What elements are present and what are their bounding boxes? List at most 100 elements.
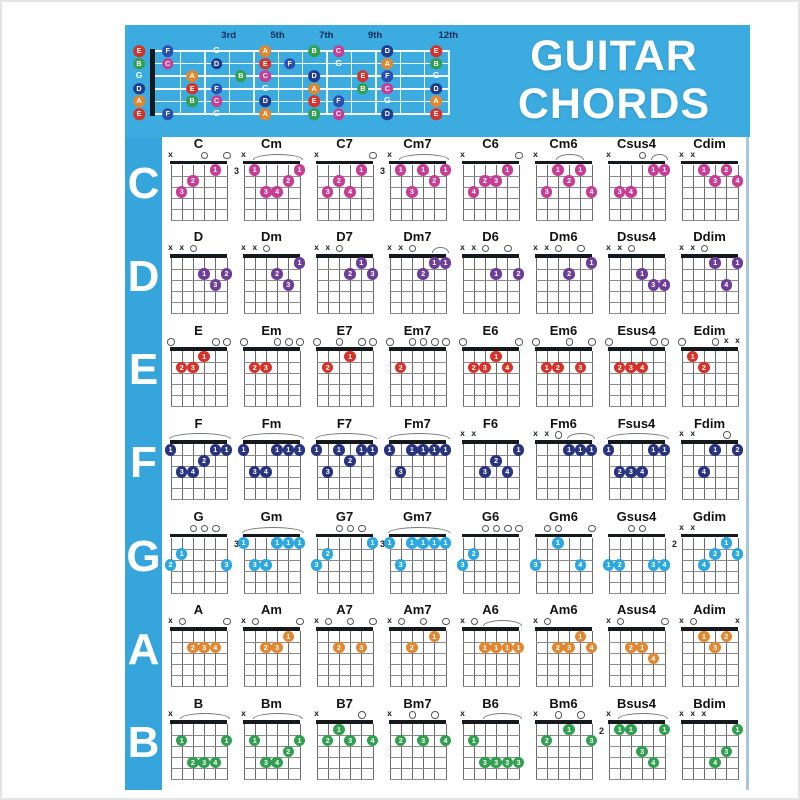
chord-diagram-Gm: Gm 3 1 1 1 1 3 4 [234,509,308,603]
string-line [170,257,172,313]
sidebar-letter-E: E [128,345,159,395]
finger-dot: 2 [282,745,295,758]
fretboard-note: C [210,95,223,108]
chord-diagram-A6: A6 x 1 1 1 1 [454,603,527,696]
finger-dot: 1 [282,443,295,456]
fretboard-note: B [308,108,320,120]
chord-diagram-G6: G6 2 3 [454,510,527,603]
string-line [192,164,194,220]
mute-marker: x [179,241,185,252]
string-line [507,164,509,220]
fret-line [535,208,593,210]
fret-line [681,477,739,479]
fret-line [462,384,520,386]
fretboard-note: F [161,108,174,120]
nut-bar [461,347,520,351]
nut-bar [242,160,301,165]
finger-dot: 3 [198,641,210,654]
finger-dot: 2 [625,641,637,654]
string-line [715,630,717,686]
fret-line [170,186,228,188]
string-line [630,724,632,780]
chord-diagram-Cm7: Cm7 3 x 1 1 1 2 3 [380,137,454,230]
mute-marker: x [679,708,684,719]
string-line [243,351,245,407]
nut-bar [169,720,228,724]
string-line [411,630,413,686]
fret-line [681,592,739,594]
string-line [496,257,498,313]
string-line [204,537,206,593]
string-line [507,537,509,593]
finger-dot: 1 [417,443,429,456]
string-line [350,444,352,500]
fret-line [316,395,374,397]
string-line [277,724,279,780]
fret-line [681,735,739,737]
finger-dot: 2 [709,548,721,560]
chord-diagram-Dm: Dm x x 1 2 3 [235,230,308,323]
string-line [434,257,436,313]
nut-bar [461,160,520,165]
string-line [423,630,425,686]
mute-marker: x [241,708,246,719]
string-line [484,537,486,593]
string-line [445,630,447,686]
open-marker [419,338,428,346]
fretboard-note: E [186,83,198,95]
finger-dot: 3 [501,756,514,769]
finger-dot: 4 [271,756,283,769]
string-line [316,630,318,686]
string-line [299,630,301,686]
fret-line [389,301,447,303]
string-line [642,257,644,313]
open-marker [240,338,248,346]
nut-bar [461,626,520,631]
fret-line [243,362,301,364]
finger-dot: 1 [383,443,396,456]
finger-dot: 4 [501,465,514,478]
finger-dot: 1 [383,537,396,549]
fret-line [535,663,593,665]
string-line [569,724,571,780]
string-line [170,444,172,500]
string-line [535,724,537,780]
string-line [299,164,301,220]
string-line [215,351,217,407]
fret-line [535,186,593,188]
sidebar-letter-F: F [130,438,157,488]
fretboard-note: F [283,57,296,70]
finger-dot: 2 [563,268,575,281]
finger-dot: 3 [625,361,637,374]
fret-line [316,641,374,643]
fret-line [462,395,520,397]
fret-line [608,592,666,594]
finger-dot: 2 [720,164,733,176]
mute-marker: x [690,708,696,719]
fret-line [389,652,447,654]
string-line [557,724,559,780]
string-line [591,444,593,500]
finger-dot: 4 [658,279,671,292]
finger-dot: 1 [731,257,744,270]
fret-line [389,219,447,221]
string-line [681,444,683,500]
finger-dot: 3 [709,641,721,654]
string-line [389,444,391,500]
chord-name: A [193,602,204,618]
finger-dot: 1 [540,361,553,374]
string-line [630,630,632,686]
finger-dot: 4 [647,756,660,769]
string-line [181,351,183,407]
string-line [445,164,447,220]
fret-line [535,499,593,501]
chord-name: Gm [260,509,283,525]
string-line [726,351,728,407]
fret-line [243,466,301,468]
chord-name: C6 [482,136,499,151]
fret-line [170,466,228,468]
fretboard-note: F [332,95,345,108]
mute-marker: x [679,428,684,439]
